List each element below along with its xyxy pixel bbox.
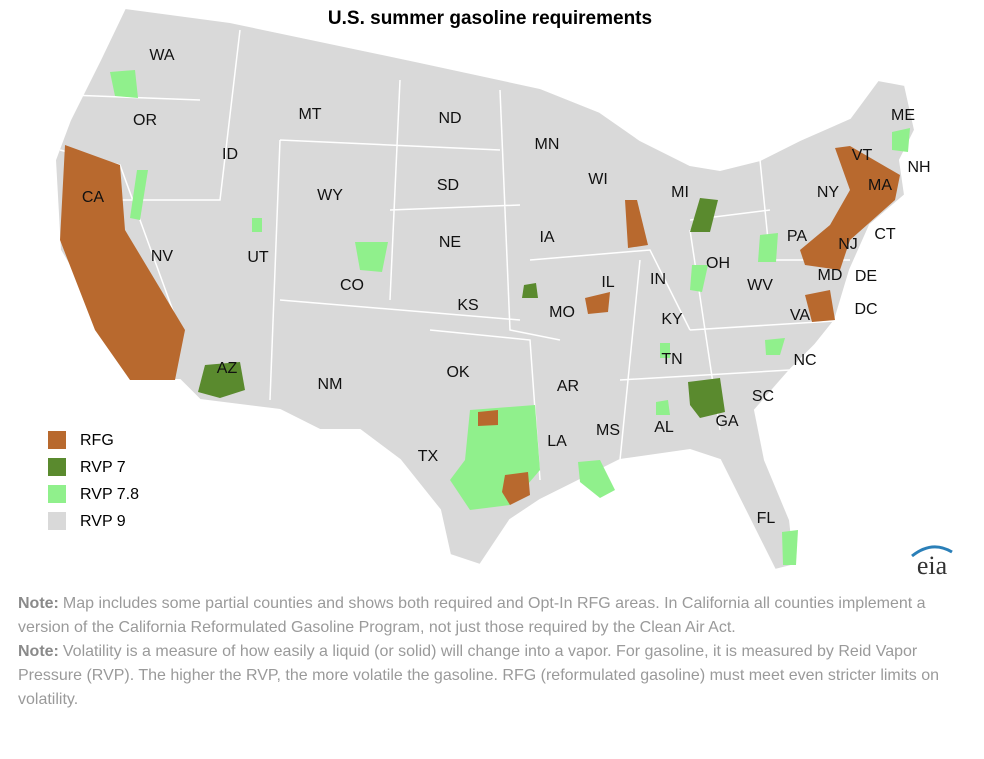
state-label: CT xyxy=(874,226,896,243)
state-label: WA xyxy=(149,47,175,64)
state-label: OH xyxy=(706,255,730,272)
state-label: GA xyxy=(715,413,738,430)
state-label: MT xyxy=(298,106,321,123)
state-label: MO xyxy=(549,304,575,321)
state-label: KS xyxy=(457,297,478,314)
map-title: U.S. summer gasoline requirements xyxy=(328,8,652,29)
state-label: SC xyxy=(752,388,774,405)
state-label: NM xyxy=(318,376,343,393)
logo: eia xyxy=(917,551,948,580)
us-outline xyxy=(53,6,917,572)
state-labels: WA OR MT ND MN ID WY SD WI MI ME VT NH MA NY CT PA NJ CA NV… xyxy=(82,47,931,527)
state-label: VT xyxy=(852,147,873,164)
state-label: MN xyxy=(535,136,560,153)
state-label: NH xyxy=(907,159,930,176)
state-label: VA xyxy=(790,307,810,324)
state-label: SD xyxy=(437,177,459,194)
note: Note: Map includes some partial counties … xyxy=(18,592,973,640)
note-text: Volatility is a measure of how easily a … xyxy=(18,643,939,708)
legend-label: RVP 7.8 xyxy=(80,486,139,503)
state-label: OK xyxy=(446,364,469,381)
state-label: AZ xyxy=(217,360,238,377)
logo-arc xyxy=(911,545,953,558)
state-label: MA xyxy=(868,177,892,194)
state-label: TX xyxy=(418,448,439,465)
state-label: KY xyxy=(661,311,683,328)
state-label: AR xyxy=(557,378,579,395)
note-text: Map includes some partial counties and s… xyxy=(18,595,926,636)
map: U.S. summer gasoline requirements WA OR MT… xyxy=(48,6,953,580)
state-label: DE xyxy=(855,268,877,285)
state-label: LA xyxy=(547,433,567,450)
notes: Note: Map includes some partial counties … xyxy=(18,592,973,712)
state-label: NC xyxy=(793,352,816,369)
note-label: Note: xyxy=(18,643,59,660)
state-label: NY xyxy=(817,184,840,201)
legend-label: RFG xyxy=(80,432,114,449)
state-label: TN xyxy=(661,351,682,368)
note-label: Note: xyxy=(18,595,59,612)
state-label: DC xyxy=(854,301,877,318)
state-label: IN xyxy=(650,271,666,288)
note: Note: Volatility is a measure of how easi… xyxy=(18,640,973,712)
state-label: MD xyxy=(818,267,843,284)
state-label: IA xyxy=(539,229,554,246)
legend-label: RVP 9 xyxy=(80,513,126,530)
state-label: AL xyxy=(654,419,674,436)
fuel-areas xyxy=(60,70,910,565)
state-label: IL xyxy=(601,274,614,291)
legend-label: RVP 7 xyxy=(80,459,126,476)
state-label: CO xyxy=(340,277,364,294)
state-label: PA xyxy=(787,228,807,245)
state-label: WI xyxy=(588,171,608,188)
state-label: ND xyxy=(438,110,461,127)
legend: RFG RVP 7 RVP 7.8 RVP 9 xyxy=(48,431,139,530)
state-label: CA xyxy=(82,189,105,206)
state-label: NV xyxy=(151,248,174,265)
state-label: ID xyxy=(222,146,238,163)
state-label: MI xyxy=(671,184,689,201)
legend-swatch xyxy=(48,458,66,476)
state-label: MS xyxy=(596,422,620,439)
state-label: NJ xyxy=(838,236,858,253)
legend-swatch xyxy=(48,431,66,449)
state-label: OR xyxy=(133,112,157,129)
state-label: NE xyxy=(439,234,461,251)
legend-swatch xyxy=(48,485,66,503)
state-label: WV xyxy=(747,277,773,294)
state-label: ME xyxy=(891,107,915,124)
state-label: FL xyxy=(757,510,776,527)
state-label: WY xyxy=(317,187,343,204)
state-label: UT xyxy=(247,249,269,266)
legend-swatch xyxy=(48,512,66,530)
